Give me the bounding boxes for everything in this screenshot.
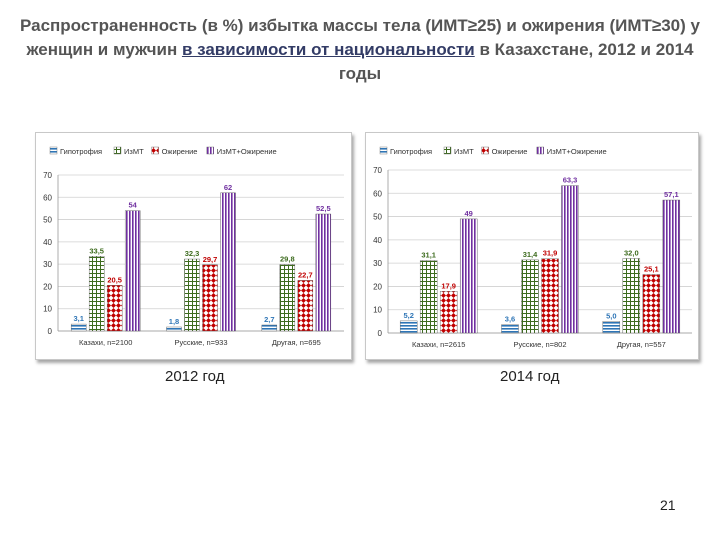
y-tick-label: 20 xyxy=(43,282,52,291)
bar-ожирение xyxy=(106,285,123,332)
bar-ожирение xyxy=(541,258,559,334)
y-tick-label: 20 xyxy=(373,282,382,291)
bar-ожирение xyxy=(202,264,218,332)
chart-2012: Гипотрофия ИзМТ Ожирение ИзМТ+Ожирение 0 10 20… xyxy=(43,146,344,347)
bar-измт-ожирение xyxy=(220,192,236,332)
legend-label-гипотрофия: Гипотрофия xyxy=(390,147,432,156)
legend-label-ожирение: Ожирение xyxy=(492,147,528,156)
data-label: 3,6 xyxy=(505,315,515,324)
data-label: 29,8 xyxy=(280,255,295,264)
x-tick-label: Казахи, n=2100 xyxy=(79,338,132,347)
legend-swatch-измт-ожирение xyxy=(206,146,215,155)
x-tick-label: Русские, n=802 xyxy=(513,340,566,349)
data-label: 2,7 xyxy=(264,315,274,324)
data-label: 57,1 xyxy=(664,190,679,199)
data-label: 62 xyxy=(224,183,232,192)
bar-ожирение xyxy=(297,280,314,332)
bar-гипотрофия xyxy=(602,321,621,334)
chart-legend: Гипотрофия ИзМТ Ожирение ИзМТ+Ожирение xyxy=(379,146,607,156)
legend-label-измт-ожирение: ИзМТ+Ожирение xyxy=(217,147,277,156)
bar-гипотрофия xyxy=(399,320,418,334)
title-text-3: в Казахстане, 2012 и 2014 годы xyxy=(338,40,694,83)
y-tick-label: 60 xyxy=(43,193,52,202)
y-tick-label: 40 xyxy=(373,236,382,245)
data-label: 31,9 xyxy=(543,249,558,258)
x-tick-label: Другая, n=695 xyxy=(272,338,321,347)
bar-гипотрофия xyxy=(70,323,87,332)
legend-label-ожирение: Ожирение xyxy=(162,147,198,156)
chart-2014: Гипотрофия ИзМТ Ожирение ИзМТ+Ожирение 0 10 20… xyxy=(373,146,692,349)
legend-swatch-ожирение xyxy=(481,146,489,155)
legend-label-измт-ожирение: ИзМТ+Ожирение xyxy=(547,147,607,156)
data-label: 22,7 xyxy=(298,270,313,279)
bar-измт xyxy=(279,264,296,332)
bar-измт xyxy=(419,260,438,334)
bar-измт-ожирение xyxy=(124,210,141,332)
page-number: 21 xyxy=(660,497,676,513)
bar-измт-ожирение xyxy=(459,218,478,334)
data-label: 25,1 xyxy=(644,265,659,274)
bar-измт-ожирение xyxy=(561,185,579,334)
y-tick-label: 60 xyxy=(373,189,382,198)
title-text-underlined: в зависимости от национальности xyxy=(181,40,475,59)
legend-swatch-измт xyxy=(113,146,122,155)
x-tick-label: Русские, n=933 xyxy=(174,338,227,347)
legend-swatch-гипотрофия xyxy=(49,146,58,155)
y-tick-label: 70 xyxy=(43,171,52,180)
chart-panel-2012: Гипотрофия ИзМТ Ожирение ИзМТ+Ожирение 0 10 20… xyxy=(35,132,352,360)
data-label: 63,3 xyxy=(563,176,578,185)
bar-измт xyxy=(184,258,200,332)
title-text-1: Распространенность (в %) избытка массы т… xyxy=(20,16,700,59)
y-tick-label: 50 xyxy=(373,213,382,222)
y-tick-label: 0 xyxy=(378,329,383,338)
chart-legend: Гипотрофия ИзМТ Ожирение ИзМТ+Ожирение xyxy=(49,146,277,156)
data-label: 31,4 xyxy=(523,250,538,259)
data-label: 32,0 xyxy=(624,248,639,257)
data-label: 33,5 xyxy=(89,246,104,255)
legend-label-гипотрофия: Гипотрофия xyxy=(60,147,102,156)
chart-caption-2012: 2012 год xyxy=(165,368,225,385)
y-tick-label: 10 xyxy=(373,306,382,315)
chart-panel-2014: Гипотрофия ИзМТ Ожирение ИзМТ+Ожирение 0 10 20… xyxy=(365,132,699,360)
data-label: 5,2 xyxy=(403,311,413,320)
data-label: 29,7 xyxy=(203,255,218,264)
y-tick-label: 30 xyxy=(373,259,382,268)
data-label: 20,5 xyxy=(107,275,122,284)
y-tick-label: 30 xyxy=(43,260,52,269)
data-label: 54 xyxy=(128,201,137,210)
legend-swatch-гипотрофия xyxy=(379,146,388,155)
y-tick-label: 50 xyxy=(43,216,52,225)
bar-ожирение xyxy=(642,274,661,334)
bar-измт-ожирение xyxy=(315,213,332,332)
chart-caption-2014: 2014 год xyxy=(500,368,560,385)
bar-измт xyxy=(521,259,539,334)
data-label: 52,5 xyxy=(316,204,331,213)
data-label: 17,9 xyxy=(441,281,456,290)
y-tick-label: 40 xyxy=(43,238,52,247)
y-tick-label: 10 xyxy=(43,305,52,314)
x-tick-label: Другая, n=557 xyxy=(617,340,666,349)
y-tick-label: 70 xyxy=(373,166,382,175)
legend-swatch-измт xyxy=(443,146,452,155)
legend-label-измт: ИзМТ xyxy=(124,147,144,156)
data-label: 49 xyxy=(464,209,472,218)
data-label: 5,0 xyxy=(606,311,616,320)
bar-ожирение xyxy=(439,291,458,334)
legend-swatch-измт-ожирение xyxy=(536,146,545,155)
slide-title: Распространенность (в %) избытка массы т… xyxy=(20,14,700,86)
data-label: 32,3 xyxy=(185,249,200,258)
bar-гипотрофия xyxy=(166,326,182,332)
legend-label-измт: ИзМТ xyxy=(454,147,474,156)
bar-измт xyxy=(622,258,641,334)
x-tick-label: Казахи, n=2615 xyxy=(412,340,465,349)
bar-гипотрофия xyxy=(261,324,278,332)
bar-измт xyxy=(88,256,105,332)
legend-swatch-ожирение xyxy=(151,146,159,155)
data-label: 1,8 xyxy=(169,317,179,326)
data-label: 31,1 xyxy=(421,251,436,260)
bar-гипотрофия xyxy=(501,324,519,334)
bar-измт-ожирение xyxy=(662,199,681,334)
y-tick-label: 0 xyxy=(48,327,53,336)
data-label: 3,1 xyxy=(73,314,83,323)
